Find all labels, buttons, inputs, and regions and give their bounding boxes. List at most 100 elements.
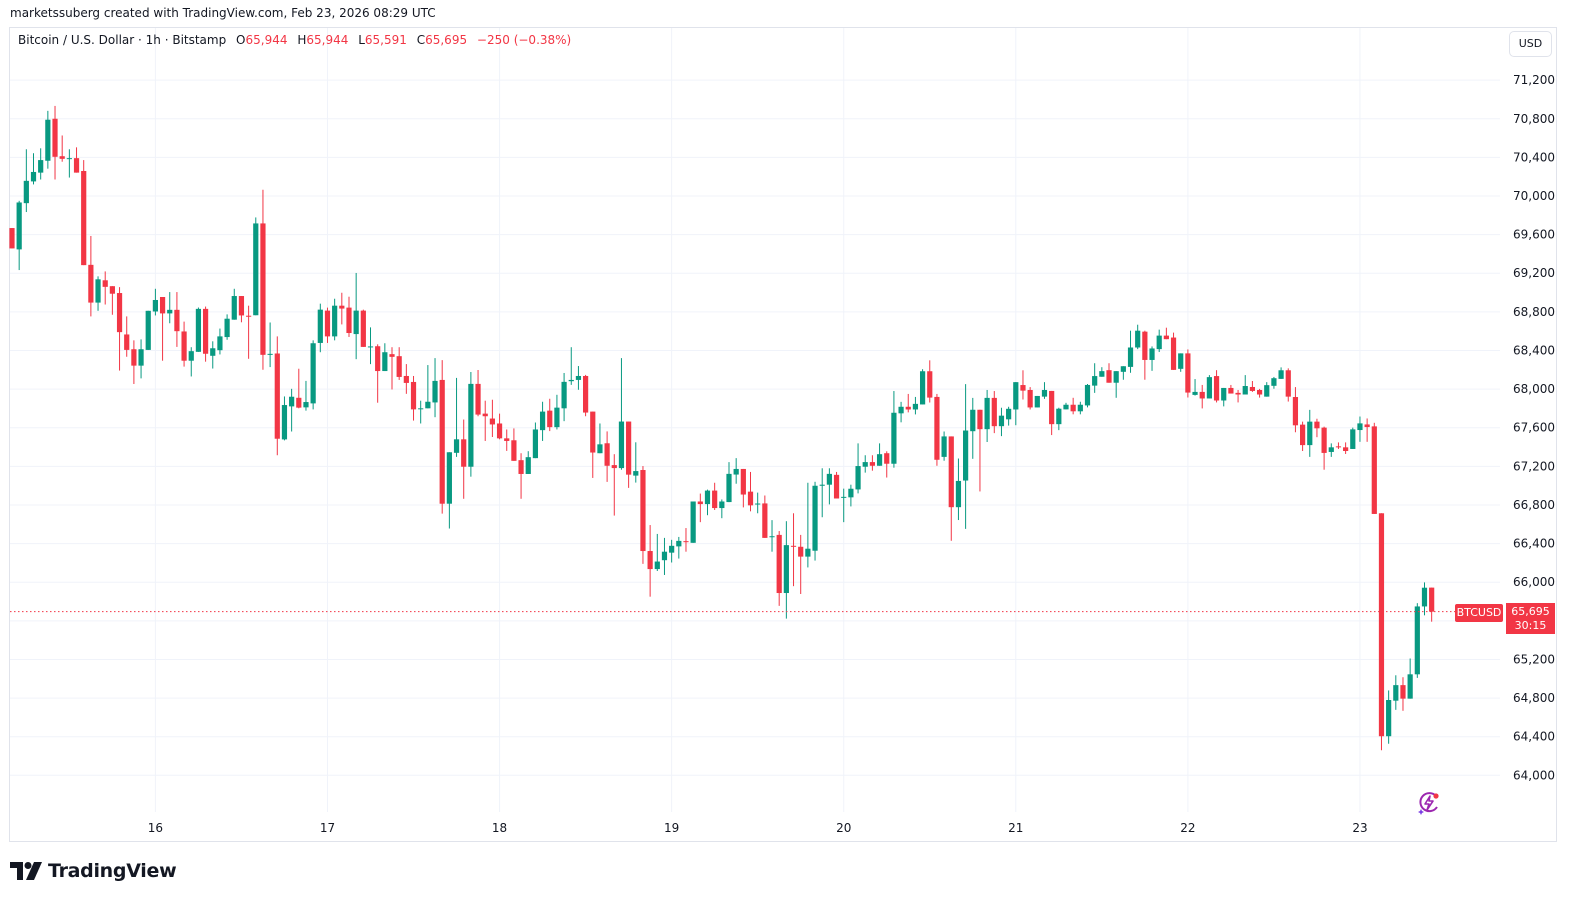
candle-body bbox=[1278, 370, 1284, 379]
price-tick-label: 70,800 bbox=[1513, 112, 1555, 126]
candle-body bbox=[310, 343, 316, 404]
candle-body bbox=[654, 561, 660, 570]
candle-body bbox=[238, 296, 245, 316]
candle-body bbox=[159, 296, 166, 314]
price-tick-label: 67,200 bbox=[1513, 459, 1555, 473]
candle-body bbox=[188, 351, 194, 361]
candle-body bbox=[583, 375, 589, 413]
symbol-title[interactable]: Bitcoin / U.S. Dollar · 1h · Bitstamp bbox=[18, 33, 227, 47]
candle-body bbox=[1371, 426, 1377, 514]
candle-body bbox=[1314, 421, 1320, 429]
price-tick-label: 71,200 bbox=[1513, 73, 1555, 87]
time-tick-label: 21 bbox=[1008, 821, 1023, 835]
time-tick-label: 22 bbox=[1180, 821, 1195, 835]
candle-body bbox=[195, 308, 202, 352]
candle-body bbox=[246, 315, 252, 317]
candle-body bbox=[202, 308, 209, 354]
candle-body bbox=[66, 158, 72, 160]
currency-button[interactable]: USD bbox=[1509, 31, 1552, 57]
tradingview-logo-text: TradingView bbox=[48, 860, 177, 882]
candle-body bbox=[418, 408, 424, 410]
candle-body bbox=[367, 346, 374, 348]
last-price-tag: 65,695 30:15 bbox=[1506, 603, 1555, 634]
price-tick-label: 64,400 bbox=[1513, 730, 1555, 744]
candle-body bbox=[819, 484, 825, 486]
candle-body bbox=[116, 293, 123, 333]
candle-body bbox=[52, 118, 58, 157]
price-tick-label: 70,000 bbox=[1513, 189, 1555, 203]
candle-body bbox=[532, 429, 539, 459]
candle-body bbox=[805, 548, 811, 557]
candle-body bbox=[633, 471, 639, 476]
candle-body bbox=[927, 371, 933, 398]
candle-body bbox=[496, 423, 503, 439]
candle-body bbox=[1307, 421, 1313, 446]
open-value: 65,944 bbox=[245, 33, 288, 47]
price-tick-label: 70,400 bbox=[1513, 150, 1555, 164]
price-tick-label: 66,000 bbox=[1513, 575, 1555, 589]
last-price-value: 65,695 bbox=[1511, 605, 1550, 618]
candle-body bbox=[697, 501, 703, 505]
candle-body bbox=[740, 468, 746, 495]
candle-body bbox=[1206, 377, 1212, 399]
candle-body bbox=[23, 180, 29, 204]
candle-body bbox=[210, 348, 216, 356]
candle-body bbox=[604, 443, 610, 466]
candle-body bbox=[919, 371, 926, 405]
symbol-price-tag: BTCUSD bbox=[1455, 604, 1503, 622]
candle-body bbox=[224, 318, 230, 338]
candle-body bbox=[1020, 385, 1026, 391]
candle-body bbox=[1185, 353, 1191, 393]
candle-body bbox=[81, 170, 87, 266]
candle-body bbox=[403, 375, 409, 383]
candle-body bbox=[1400, 685, 1406, 699]
candle-body bbox=[862, 462, 868, 467]
time-tick-label: 17 bbox=[320, 821, 335, 835]
candle-body bbox=[762, 503, 768, 538]
chart-credit: marketssuberg created with TradingView.c… bbox=[10, 6, 436, 20]
candle-body bbox=[1099, 371, 1105, 377]
candle-body bbox=[1041, 389, 1048, 397]
candle-body bbox=[396, 356, 402, 377]
candle-body bbox=[45, 119, 51, 161]
candle-body bbox=[425, 401, 431, 409]
candle-body bbox=[841, 496, 847, 498]
candle-body bbox=[790, 545, 797, 547]
candle-body bbox=[1393, 685, 1399, 701]
candle-body bbox=[281, 405, 288, 440]
candle-body bbox=[1292, 397, 1299, 426]
candle-body bbox=[611, 465, 617, 469]
candle-body bbox=[1070, 404, 1076, 412]
candle-body bbox=[1049, 390, 1055, 425]
candle-body bbox=[755, 503, 761, 505]
candle-body bbox=[296, 397, 302, 408]
candle-body bbox=[1300, 424, 1306, 446]
time-tick-label: 18 bbox=[492, 821, 507, 835]
candle-body bbox=[1106, 370, 1112, 383]
lightning-sparkle-icon[interactable] bbox=[1416, 790, 1442, 820]
candle-body bbox=[719, 501, 725, 509]
candle-body bbox=[1429, 587, 1435, 612]
candle-body bbox=[152, 299, 158, 312]
bar-countdown: 30:15 bbox=[1514, 619, 1547, 632]
candle-body bbox=[346, 307, 352, 334]
open-label: O bbox=[236, 33, 246, 47]
tradingview-logo[interactable]: TradingView bbox=[10, 860, 177, 882]
candle-body bbox=[977, 409, 983, 430]
time-tick-label: 19 bbox=[664, 821, 679, 835]
candle-body bbox=[1135, 330, 1141, 348]
candle-body bbox=[963, 430, 969, 481]
candle-body bbox=[948, 436, 954, 508]
time-tick-label: 20 bbox=[836, 821, 851, 835]
candle-body bbox=[898, 406, 904, 414]
candle-body bbox=[217, 336, 223, 351]
candle-body bbox=[525, 457, 531, 474]
candle-body bbox=[511, 440, 517, 461]
candle-body bbox=[109, 286, 115, 294]
price-tick-label: 64,800 bbox=[1513, 691, 1555, 705]
candle-body bbox=[1357, 423, 1363, 431]
candle-body bbox=[504, 438, 510, 441]
candle-body bbox=[1221, 387, 1227, 401]
high-label: H bbox=[297, 33, 307, 47]
